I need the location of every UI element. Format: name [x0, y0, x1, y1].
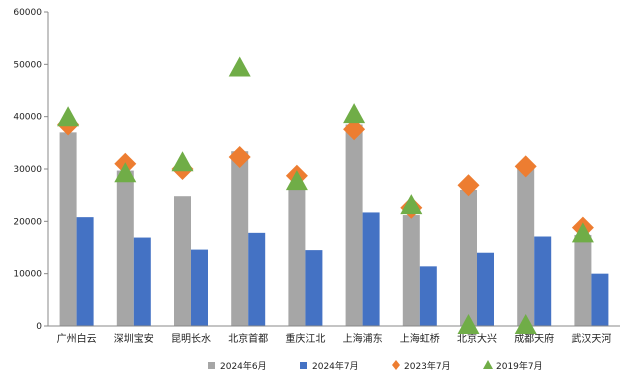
- y-tick-label: 20000: [13, 217, 42, 227]
- bar-2024年7月-广州白云: [76, 217, 94, 326]
- bar-2024年7月-重庆江北: [305, 250, 323, 326]
- bar-2024年6月-上海浦东: [345, 124, 363, 327]
- marker-2023年7月-北京大兴: [457, 174, 480, 197]
- bar-2024年7月-北京首都: [248, 232, 266, 326]
- marker-2019年7月-北京首都: [228, 56, 251, 77]
- bar-2024年7月-成都天府: [534, 236, 552, 326]
- marker-2019年7月-昆明长水: [171, 151, 194, 172]
- legend-swatch: [300, 362, 307, 369]
- x-category-label: 上海虹桥: [400, 332, 440, 345]
- x-category-label: 广州白云: [57, 332, 97, 345]
- legend-label: 2024年7月: [312, 360, 359, 372]
- marker-2019年7月-重庆江北: [285, 170, 308, 191]
- x-category-label: 昆明长水: [171, 333, 211, 345]
- y-tick-label: 0: [36, 322, 42, 332]
- x-category-label: 上海浦东: [343, 332, 383, 345]
- bar-2024年7月-昆明长水: [191, 249, 208, 326]
- bar-2024年6月-广州白云: [59, 132, 77, 326]
- bar-2024年6月-昆明长水: [174, 196, 191, 326]
- x-category-label: 武汉天河: [571, 332, 611, 345]
- y-tick-label: 30000: [13, 165, 42, 175]
- bar-2024年6月-北京首都: [231, 151, 249, 326]
- marker-2023年7月-上海浦东: [343, 118, 366, 141]
- bar-2024年7月-武汉天河: [591, 273, 609, 326]
- marker-2019年7月-武汉天河: [571, 222, 594, 243]
- marker-2019年7月-广州白云: [57, 106, 80, 127]
- bar-2024年6月-上海虹桥: [402, 215, 420, 326]
- marker-2023年7月-成都天府: [514, 155, 537, 178]
- marker-2023年7月-北京首都: [228, 145, 251, 168]
- legend-swatch: [208, 362, 215, 369]
- bar-2024年7月-北京大兴: [477, 252, 494, 326]
- marker-2019年7月-深圳宝安: [114, 162, 137, 183]
- bar-2024年6月-武汉天河: [574, 234, 592, 326]
- legend-swatch: [392, 360, 400, 370]
- bar-2024年6月-成都天府: [517, 167, 535, 326]
- bar-2024年7月-上海浦东: [362, 212, 380, 326]
- marker-2019年7月-上海浦东: [343, 103, 366, 124]
- marker-2019年7月-上海虹桥: [400, 194, 423, 215]
- y-tick-label: 60000: [13, 8, 42, 18]
- legend-label: 2024年6月: [220, 360, 267, 372]
- x-category-label: 北京大兴: [457, 332, 497, 345]
- y-tick-label: 50000: [13, 60, 42, 70]
- marker-2019年7月-北京大兴: [457, 314, 480, 334]
- legend-swatch: [483, 360, 493, 369]
- bar-2024年6月-重庆江北: [288, 188, 306, 326]
- bar-2024年6月-深圳宝安: [116, 170, 134, 326]
- x-category-label: 北京首都: [228, 332, 268, 345]
- y-tick-label: 40000: [13, 113, 42, 123]
- marker-2019年7月-成都天府: [514, 314, 537, 334]
- x-category-label: 深圳宝安: [114, 332, 154, 345]
- legend-label: 2023年7月: [404, 360, 451, 372]
- bar-2024年6月-北京大兴: [460, 189, 477, 326]
- legend-label: 2019年7月: [496, 360, 543, 372]
- y-tick-label: 10000: [13, 270, 42, 280]
- bar-2024年7月-上海虹桥: [419, 266, 437, 326]
- x-category-label: 重庆江北: [285, 332, 325, 345]
- bar-2024年7月-深圳宝安: [133, 237, 151, 326]
- x-category-label: 成都天府: [514, 332, 554, 345]
